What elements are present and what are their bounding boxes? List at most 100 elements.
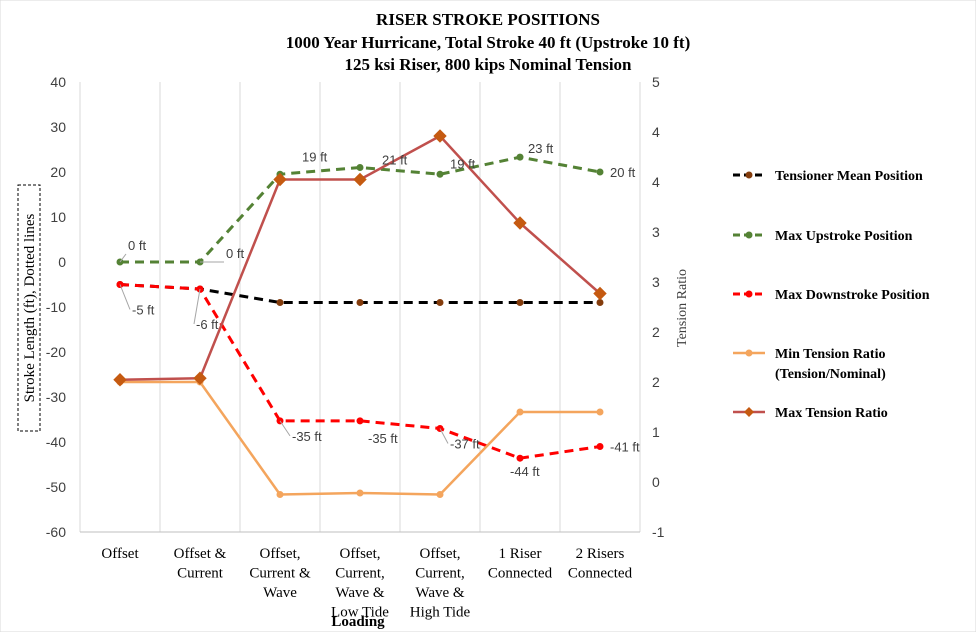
- y-tick-label: -60: [46, 524, 66, 540]
- data-point: [596, 168, 604, 176]
- y2-tick-label: 0: [652, 474, 660, 490]
- y-tick-label: 20: [50, 164, 66, 180]
- data-label-leader: [119, 284, 131, 310]
- legend-marker: [745, 290, 753, 298]
- data-point: [193, 371, 207, 385]
- y-tick-label: 0: [58, 254, 66, 270]
- data-point: [436, 299, 444, 306]
- data-point: [433, 129, 447, 143]
- data-label: -35 ft: [292, 429, 322, 444]
- data-point: [356, 164, 364, 171]
- legend-marker: [745, 171, 753, 179]
- y-axis-title-left: Stroke Length (ft), Dotted lines: [17, 184, 41, 432]
- data-point: [113, 373, 127, 387]
- y-tick-label: 30: [50, 119, 66, 135]
- data-label: 23 ft: [528, 141, 554, 156]
- legend-label: (Tension/Nominal): [775, 367, 886, 382]
- y-tick-label: 10: [50, 209, 66, 225]
- category-label: Current,: [415, 566, 465, 582]
- data-point: [276, 491, 284, 498]
- data-label: -44 ft: [510, 464, 540, 479]
- category-label: Connected: [488, 566, 553, 582]
- data-label: -35 ft: [368, 431, 398, 446]
- data-label: -6 ft: [196, 317, 219, 332]
- y2-tick-label: 2: [652, 324, 660, 340]
- data-label-leader: [279, 420, 291, 437]
- y-tick-label: -40: [46, 434, 66, 450]
- y2-tick-label: 2: [652, 374, 660, 390]
- y2-tick-label: 3: [652, 274, 660, 290]
- data-point: [513, 216, 527, 230]
- data-label: -5 ft: [132, 303, 155, 318]
- data-point: [596, 443, 604, 450]
- data-point: [596, 299, 604, 306]
- category-label: Wave &: [335, 585, 385, 601]
- data-point: [596, 408, 604, 416]
- category-label: 1 Riser: [499, 546, 542, 562]
- legend: Tensioner Mean Position Max Upstroke Posi…: [733, 169, 930, 421]
- svg-text:Stroke Length (ft), Dotted li: Stroke Length (ft), Dotted lines: [22, 213, 38, 402]
- legend-label: Max Upstroke Position: [775, 229, 913, 244]
- data-label-leader: [119, 253, 127, 263]
- data-point: [436, 491, 444, 498]
- y2-tick-label: -1: [652, 524, 665, 540]
- category-label: Wave: [263, 585, 297, 601]
- category-label: Offset &: [174, 546, 227, 562]
- category-label: 2 Risers: [576, 546, 625, 562]
- data-label: -37 ft: [450, 437, 480, 452]
- data-labels: 0 ft 0 ft 19 ft 21 ft 19 ft 23 ft 20 ft -5 ft -6…: [119, 141, 640, 479]
- legend-label: Min Tension Ratio: [775, 347, 885, 362]
- y2-tick-label: 4: [652, 174, 660, 190]
- data-label: 21 ft: [382, 153, 408, 168]
- y-tick-label: -20: [46, 344, 66, 360]
- category-label: Offset,: [340, 546, 381, 562]
- data-point: [356, 299, 364, 306]
- data-label-leader: [193, 288, 201, 325]
- data-point: [273, 172, 287, 187]
- category-label: Offset: [101, 546, 139, 562]
- data-point: [593, 286, 607, 301]
- legend-label: Max Tension Ratio: [775, 406, 888, 421]
- data-point: [516, 454, 524, 462]
- category-labels: Offset Offset & Current Offset, Current & Wav…: [101, 546, 632, 621]
- category-label: Offset,: [420, 546, 461, 562]
- data-point: [356, 417, 364, 425]
- data-point: [436, 170, 444, 178]
- chart-subtitle-line-2: 125 ksi Riser, 800 kips Nominal Tension: [344, 55, 632, 74]
- data-label: 19 ft: [450, 156, 476, 171]
- y-axis-title-right: Tension Ratio: [675, 269, 690, 347]
- category-label: Low Tide: [331, 605, 389, 621]
- chart-subtitle-line-1: 1000 Year Hurricane, Total Stroke 40 ft …: [286, 33, 691, 52]
- y-tick-label: -50: [46, 479, 66, 495]
- data-point: [356, 489, 364, 497]
- data-label: 19 ft: [302, 149, 328, 164]
- y-tick-label: -10: [46, 299, 66, 315]
- category-label: Current,: [335, 566, 385, 582]
- category-label: Connected: [568, 566, 633, 582]
- legend-marker: [745, 349, 753, 357]
- data-label-leader: [439, 428, 449, 444]
- data-label: 0 ft: [226, 246, 244, 261]
- legend-marker: [744, 407, 754, 417]
- data-point: [276, 299, 284, 306]
- gridlines: [79, 82, 641, 532]
- legend-marker: [745, 231, 753, 239]
- legend-label: Max Downstroke Position: [775, 288, 930, 303]
- data-point: [353, 172, 367, 187]
- category-label: Current: [177, 566, 224, 582]
- category-label: Wave &: [415, 585, 465, 601]
- y2-tick-label: 1: [652, 424, 660, 440]
- y2-tick-label: 4: [652, 124, 660, 140]
- legend-label: Tensioner Mean Position: [775, 169, 923, 184]
- y2-tick-label: 5: [652, 74, 660, 90]
- chart-title: RISER STROKE POSITIONS: [376, 10, 600, 29]
- data-label: 20 ft: [610, 165, 636, 180]
- y2-tick-label: 3: [652, 224, 660, 240]
- category-label: Current &: [249, 566, 311, 582]
- category-label: Offset,: [260, 546, 301, 562]
- data-label: -41 ft: [610, 440, 640, 455]
- y-tick-label: -30: [46, 389, 66, 405]
- data-label: 0 ft: [128, 238, 146, 253]
